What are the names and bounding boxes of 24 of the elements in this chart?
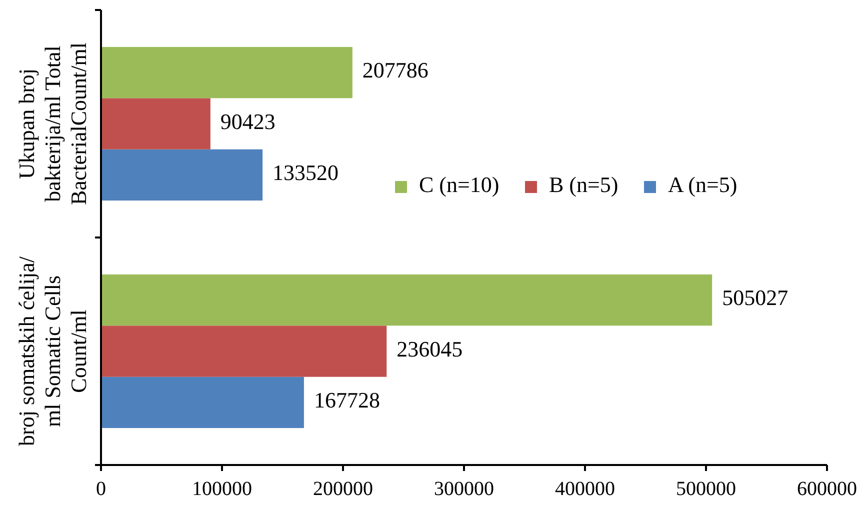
x-tick-label: 100000 (192, 478, 252, 500)
data-label: 133520 (272, 160, 339, 185)
x-tick-label: 200000 (313, 478, 373, 500)
data-label: 90423 (220, 108, 276, 134)
data-label: 236045 (396, 336, 463, 362)
y-tick-label: Ukupan broj bakterija/ml Total BacterialCount/ml (14, 42, 91, 206)
x-tick-label: 400000 (555, 478, 615, 500)
bar (101, 149, 263, 201)
bar (101, 274, 712, 326)
data-label: 167728 (314, 387, 380, 412)
y-tick-label: broj somatskih ćelija/ ml Somatic Cells Count/ml (14, 256, 91, 446)
x-tick-label: 600000 (797, 478, 857, 500)
legend-label: A (n=5) (668, 172, 738, 198)
bar (101, 46, 352, 98)
x-tick-label: 500000 (676, 478, 736, 500)
bar (101, 326, 387, 377)
data-label: 505027 (722, 285, 788, 310)
x-tick-label: 0 (96, 478, 106, 500)
bar (101, 98, 210, 150)
data-label: 207786 (362, 58, 428, 83)
legend-label: B (n=5) (549, 172, 618, 198)
bar (101, 376, 304, 428)
legend-label: C (n=10) (419, 172, 500, 198)
x-tick-label: 300000 (434, 478, 494, 500)
